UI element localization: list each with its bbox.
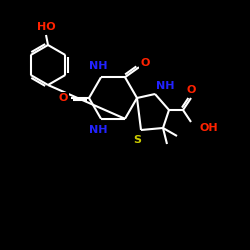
Text: O: O xyxy=(58,93,68,103)
Text: S: S xyxy=(133,135,141,145)
Text: OH: OH xyxy=(199,123,218,133)
Text: NH: NH xyxy=(89,61,107,71)
Text: O: O xyxy=(186,85,196,95)
Text: NH: NH xyxy=(89,125,107,135)
Text: HO: HO xyxy=(37,22,55,32)
Text: O: O xyxy=(140,58,150,68)
Text: NH: NH xyxy=(156,81,174,91)
